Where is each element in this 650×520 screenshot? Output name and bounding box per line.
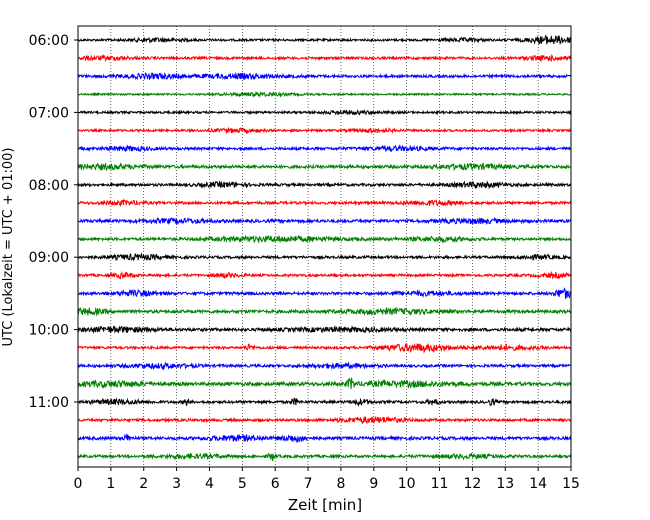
plot-frame: [77, 25, 572, 468]
trace-line: [77, 126, 572, 135]
y-axis-ticks: 06:00 07:00 08:00 09:00 10:00 11:00: [29, 33, 78, 411]
trace-line: [77, 90, 572, 98]
trace-line: [77, 216, 572, 226]
trace-line: [77, 397, 572, 407]
x-tick-label: 9: [369, 476, 378, 492]
trace-line: [77, 343, 572, 354]
x-tick-label: 14: [529, 476, 547, 492]
y-tick-label: 07:00: [29, 105, 69, 121]
trace-line: [77, 306, 572, 317]
x-tick-label: 10: [398, 476, 416, 492]
trace-line: [77, 325, 572, 335]
x-tick-label: 0: [74, 476, 83, 492]
trace-line: [77, 162, 572, 172]
y-tick-label: 06:00: [29, 33, 69, 49]
x-axis-label: Zeit [min]: [288, 496, 362, 514]
y-tick-label: 10:00: [29, 323, 69, 339]
trace-line: [77, 71, 572, 81]
trace-line: [77, 433, 572, 443]
x-tick-label: 15: [562, 476, 580, 492]
y-axis-label: UTC (Lokalzeit = UTC + 01:00): [1, 148, 16, 347]
trace-line: [77, 234, 572, 244]
x-tick-label: 12: [463, 476, 481, 492]
x-tick-label: 3: [172, 476, 181, 492]
x-tick-label: 11: [431, 476, 449, 492]
trace-line: [77, 198, 572, 207]
trace-line: [77, 53, 572, 63]
seismic-traces: [77, 34, 572, 462]
y-tick-label: 11:00: [29, 395, 69, 411]
x-tick-label: 5: [238, 476, 247, 492]
x-axis-ticks: 0 1 2 3 4 5 6 7 8 9 10 11 12 13 14 15: [74, 467, 580, 492]
trace-line: [77, 270, 572, 280]
trace-line: [77, 287, 572, 299]
trace-line: [77, 34, 572, 45]
y-tick-label: 09:00: [29, 250, 69, 266]
x-tick-label: 6: [271, 476, 280, 492]
x-tick-label: 4: [205, 476, 214, 492]
plot-background: [78, 26, 571, 467]
x-tick-label: 7: [304, 476, 313, 492]
trace-line: [77, 377, 572, 390]
x-tick-label: 13: [496, 476, 514, 492]
trace-line: [77, 180, 572, 190]
x-tick-label: 1: [106, 476, 115, 492]
trace-line: [77, 415, 572, 425]
x-tick-label: 2: [139, 476, 148, 492]
trace-line: [77, 361, 572, 371]
x-tick-label: 8: [336, 476, 345, 492]
y-tick-label: 08:00: [29, 178, 69, 194]
trace-line: [77, 109, 572, 116]
trace-line: [77, 452, 572, 462]
trace-line: [77, 144, 572, 153]
trace-line: [77, 252, 572, 262]
